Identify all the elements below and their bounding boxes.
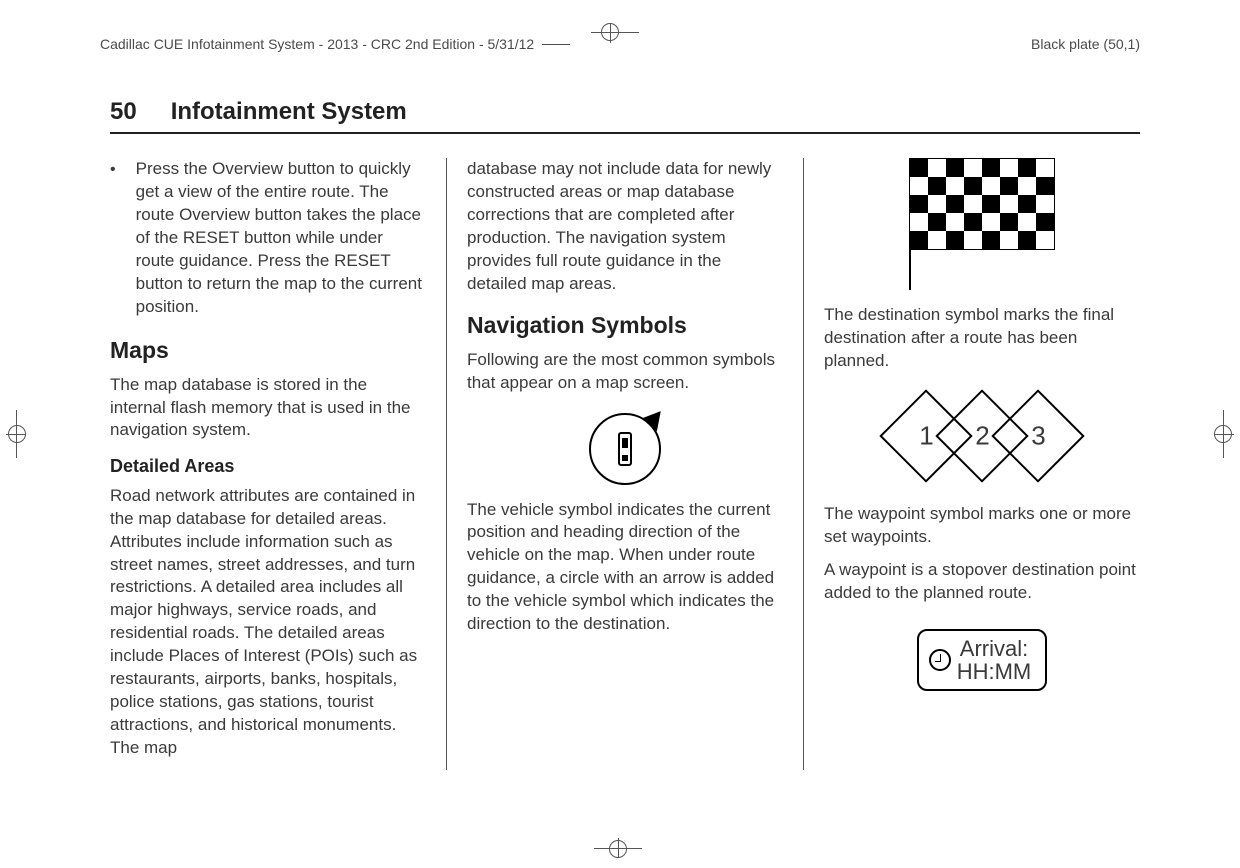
heading-navigation-symbols: Navigation Symbols xyxy=(467,310,783,341)
heading-maps: Maps xyxy=(110,335,426,366)
page-title: Infotainment System xyxy=(171,98,407,126)
page-number: 50 xyxy=(110,98,137,126)
bullet-overview: • Press the Overview button to quickly g… xyxy=(110,158,426,319)
database-continuation-paragraph: database may not include data for newly … xyxy=(467,158,783,296)
vehicle-symbol-icon xyxy=(589,413,661,485)
column-2: database may not include data for newly … xyxy=(453,158,797,770)
waypoint-figure: 1 2 3 xyxy=(824,403,1140,469)
waypoint-number-2: 2 xyxy=(975,418,989,453)
column-1: • Press the Overview button to quickly g… xyxy=(110,158,440,770)
arrival-figure: Arrival: HH:MM xyxy=(824,629,1140,691)
arrival-label: Arrival: xyxy=(957,637,1032,660)
destination-flag-figure xyxy=(824,158,1140,290)
print-header: Cadillac CUE Infotainment System - 2013 … xyxy=(100,36,1140,52)
checkered-flag-icon xyxy=(909,158,1055,290)
arrival-time-box-icon: Arrival: HH:MM xyxy=(917,629,1048,691)
waypoint-diamonds-icon: 1 2 3 xyxy=(898,403,1066,469)
bullet-dot-icon: • xyxy=(110,158,116,319)
column-separator-1 xyxy=(446,158,447,770)
vehicle-symbol-figure xyxy=(467,413,783,485)
nav-symbols-intro: Following are the most common symbols th… xyxy=(467,349,783,395)
waypoint-paragraph-2: A waypoint is a stopover destination poi… xyxy=(824,559,1140,605)
heading-detailed-areas: Detailed Areas xyxy=(110,454,426,478)
bullet-text: Press the Overview button to quickly get… xyxy=(136,158,426,319)
waypoint-paragraph-1: The waypoint symbol marks one or more se… xyxy=(824,503,1140,549)
waypoint-number-3: 3 xyxy=(1031,418,1045,453)
vehicle-symbol-paragraph: The vehicle symbol indicates the current… xyxy=(467,499,783,637)
waypoint-number-1: 1 xyxy=(919,418,933,453)
black-plate: Black plate (50,1) xyxy=(1031,36,1140,52)
page-heading: 50 Infotainment System xyxy=(110,98,1140,134)
column-separator-2 xyxy=(803,158,804,770)
doc-title: Cadillac CUE Infotainment System - 2013 … xyxy=(100,36,534,52)
arrival-time: HH:MM xyxy=(957,660,1032,683)
destination-paragraph: The destination symbol marks the final d… xyxy=(824,304,1140,373)
clock-icon xyxy=(929,649,951,671)
detailed-areas-paragraph: Road network attributes are contained in… xyxy=(110,485,426,760)
maps-paragraph: The map database is stored in the intern… xyxy=(110,374,426,443)
header-divider xyxy=(542,44,570,45)
column-3: The destination symbol marks the final d… xyxy=(810,158,1140,770)
